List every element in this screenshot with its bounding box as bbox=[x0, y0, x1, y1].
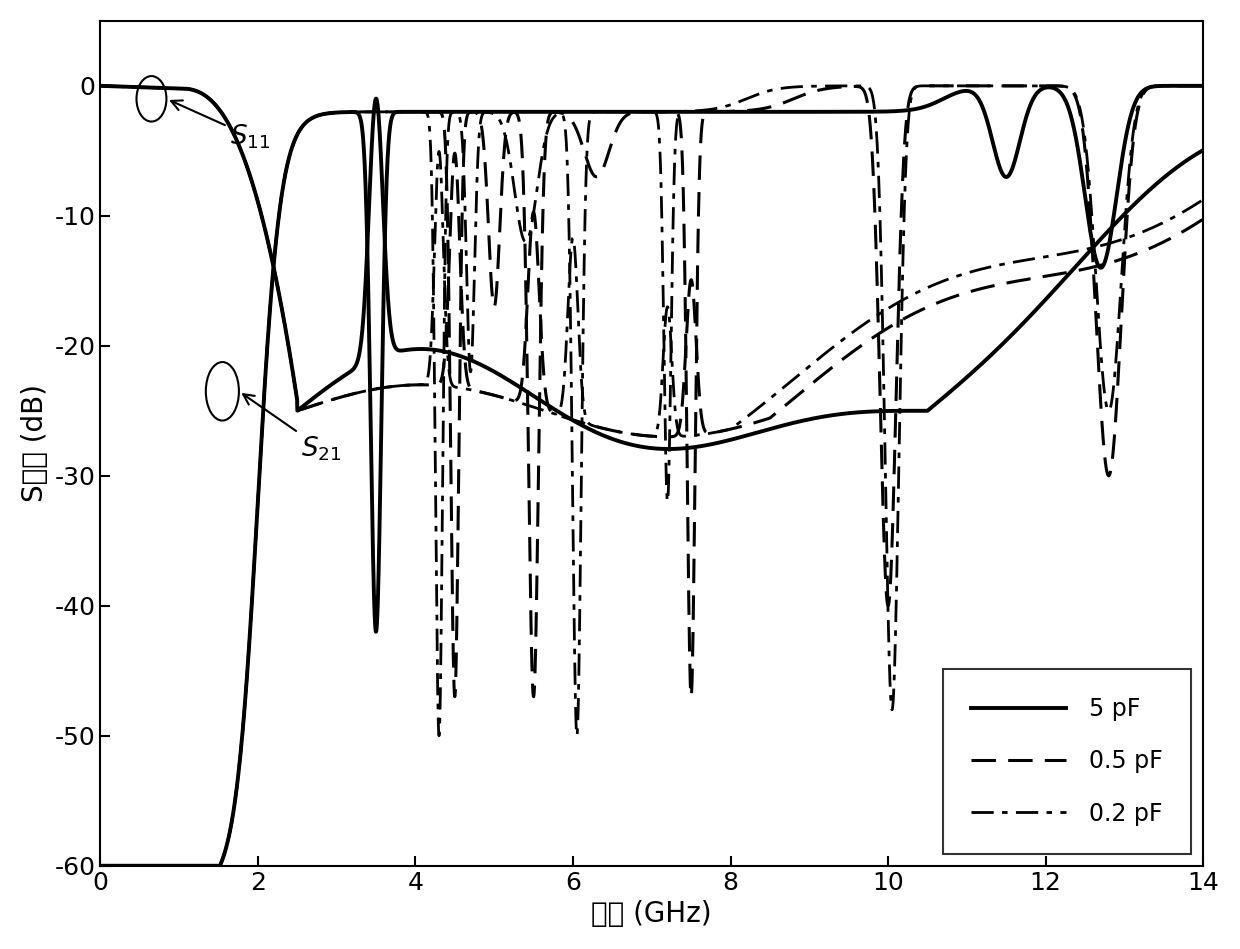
Legend: 5 pF, 0.5 pF, 0.2 pF: 5 pF, 0.5 pF, 0.2 pF bbox=[942, 669, 1192, 854]
0.5 pF bbox=[999, 80, 1014, 91]
0.2 pF bbox=[810, 81, 825, 92]
5 pF bbox=[810, 106, 825, 118]
5 pF bbox=[754, 106, 769, 118]
0.5 pF bbox=[1195, 80, 1210, 91]
Y-axis label: S参数 (dB): S参数 (dB) bbox=[21, 384, 48, 502]
0.2 pF bbox=[754, 87, 769, 99]
5 pF bbox=[999, 171, 1014, 182]
X-axis label: 频率 (GHz): 频率 (GHz) bbox=[591, 901, 712, 928]
0.2 pF bbox=[293, 123, 308, 135]
Text: $S_{11}$: $S_{11}$ bbox=[171, 101, 270, 151]
5 pF bbox=[1195, 80, 1210, 91]
5 pF bbox=[515, 106, 529, 118]
0.5 pF bbox=[515, 140, 529, 152]
Line: 0.5 pF: 0.5 pF bbox=[100, 85, 1203, 865]
0.5 pF bbox=[810, 84, 825, 96]
0.2 pF bbox=[999, 80, 1014, 91]
0.2 pF bbox=[93, 860, 108, 871]
0.2 pF bbox=[916, 80, 931, 91]
0.2 pF bbox=[1195, 80, 1210, 91]
5 pF bbox=[293, 123, 308, 135]
5 pF bbox=[93, 860, 108, 871]
0.5 pF bbox=[754, 103, 769, 115]
Text: $S_{21}$: $S_{21}$ bbox=[243, 394, 342, 463]
0.5 pF bbox=[293, 123, 308, 135]
5 pF bbox=[916, 102, 931, 113]
0.5 pF bbox=[93, 860, 108, 871]
0.5 pF bbox=[916, 80, 931, 91]
Line: 0.2 pF: 0.2 pF bbox=[100, 85, 1203, 865]
0.2 pF bbox=[515, 228, 529, 239]
Line: 5 pF: 5 pF bbox=[100, 85, 1203, 865]
